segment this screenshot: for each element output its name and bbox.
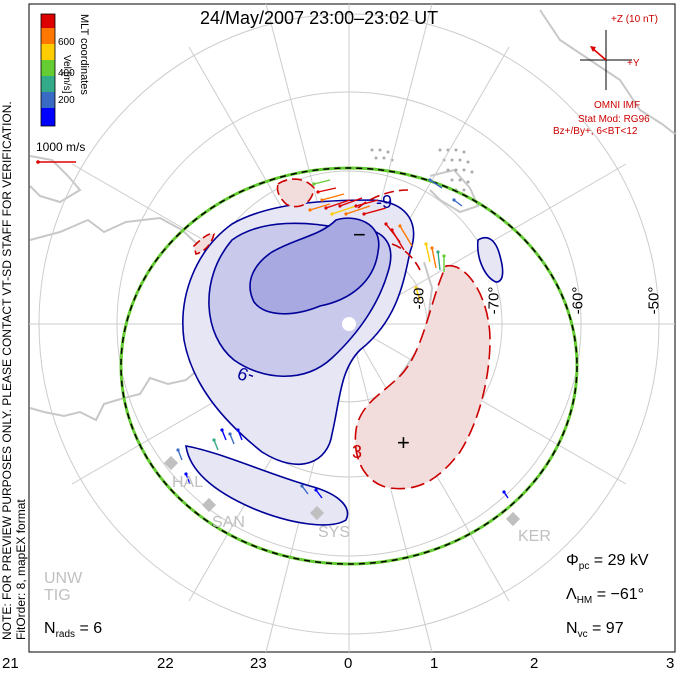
scale-vector-label: 1000 m/s xyxy=(36,140,86,154)
fit-order-note: FitOrder: 8, mapEX format xyxy=(14,499,28,640)
imf-y-label: +Y xyxy=(627,58,640,69)
hm-latitude: ΛHM = −61° xyxy=(566,586,645,607)
pole-marker xyxy=(342,317,356,331)
colorbar-tick-400: 400 xyxy=(58,68,75,79)
lat-label-70: -70° xyxy=(485,286,503,315)
imf-source-label: OMNI IMF xyxy=(594,100,641,111)
station-label-ker: KER xyxy=(518,528,551,545)
velocity-vectors xyxy=(176,178,509,499)
station-label-tig: TIG xyxy=(44,587,71,604)
station-label-unw: UNW xyxy=(44,570,83,587)
map-title: 24/May/2007 23:00–23:02 UT xyxy=(200,8,439,28)
stat-model-bin: Bz+/By+, 6<BT<12 xyxy=(553,126,638,137)
mlt-tick-0: 0 xyxy=(344,655,353,672)
mlt-tick-2: 2 xyxy=(530,655,539,672)
potential-minimum-mark: − xyxy=(353,222,366,247)
coordinate-label: MLT coordinates xyxy=(78,14,90,95)
lat-label-50: -50° xyxy=(645,286,663,315)
mlt-tick-23: 23 xyxy=(250,655,267,672)
positive-arc xyxy=(357,189,421,271)
negative-small-cell xyxy=(476,236,504,283)
negative-band xyxy=(185,445,349,526)
station-label-san: SAN xyxy=(212,514,245,531)
stat-model-label: Stat Mod: RG96 xyxy=(578,114,650,125)
lat-label-80: -80 xyxy=(410,287,428,310)
plot-frame xyxy=(28,3,676,653)
coverage-dots xyxy=(370,148,474,192)
station-markers xyxy=(163,455,521,527)
station-label-sys: SYS xyxy=(318,524,351,541)
positive-small-cell-1 xyxy=(276,178,315,208)
scale-vector-origin xyxy=(36,160,40,164)
station-label-hal: HAL xyxy=(172,474,204,491)
vector-count: Nvc = 97 xyxy=(566,620,624,641)
mlt-tick-1: 1 xyxy=(430,655,439,672)
imf-clock xyxy=(580,30,632,90)
hm-boundary-dash xyxy=(120,167,578,565)
colorbar xyxy=(40,13,56,127)
positive-small-cell-2 xyxy=(193,232,215,255)
colorbar-tick-600: 600 xyxy=(58,37,75,48)
colorbar-tick-200: 200 xyxy=(58,95,75,106)
potential-maximum-mark: + xyxy=(397,430,410,455)
contour-label-3: 3 xyxy=(352,442,363,462)
lat-label-60: -60° xyxy=(569,286,587,315)
contour-label-1: -9 xyxy=(376,192,393,212)
negative-cell-inner xyxy=(249,217,380,315)
preview-note: NOTE: FOR PREVIEW PURPOSES ONLY. PLEASE … xyxy=(0,101,14,640)
radar-count: Nrads = 6 xyxy=(44,620,103,641)
mlt-tick-3: 3 xyxy=(666,655,675,672)
imf-z-label: +Z (10 nT) xyxy=(611,14,658,25)
positive-cell xyxy=(354,265,491,490)
mlt-tick-21: 21 xyxy=(2,655,19,672)
mlt-tick-22: 22 xyxy=(157,655,174,672)
cross-polar-potential: Φpc = 29 kV xyxy=(566,552,649,573)
